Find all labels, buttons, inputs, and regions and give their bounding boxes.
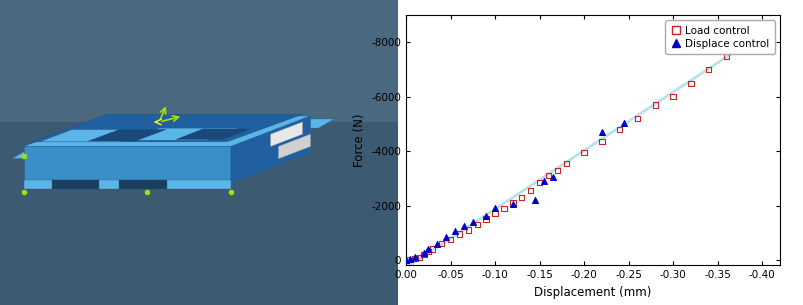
Point	[461, 228, 474, 232]
Point	[466, 219, 479, 224]
Point	[417, 251, 430, 256]
Point	[417, 252, 430, 257]
Point	[719, 54, 732, 59]
Point	[443, 237, 456, 242]
Point	[471, 222, 483, 227]
Polygon shape	[12, 149, 88, 159]
Point	[528, 198, 541, 203]
Point	[413, 255, 426, 260]
Point	[439, 234, 452, 239]
Point	[404, 256, 417, 261]
Point	[595, 139, 608, 144]
Point	[399, 257, 412, 262]
Legend: Load control, Displace control: Load control, Displace control	[665, 20, 774, 54]
Point	[408, 256, 421, 261]
Polygon shape	[24, 180, 230, 189]
Polygon shape	[119, 180, 167, 189]
Point	[550, 168, 563, 173]
Point	[577, 150, 589, 155]
Polygon shape	[32, 114, 302, 142]
Point	[422, 247, 434, 252]
Point	[715, 43, 728, 48]
Point	[537, 179, 550, 184]
Polygon shape	[175, 129, 251, 140]
Point	[595, 130, 608, 135]
FancyBboxPatch shape	[0, 0, 397, 305]
Point	[430, 241, 443, 246]
Point	[426, 247, 438, 252]
X-axis label: Displacement (mm): Displacement (mm)	[534, 286, 650, 299]
Point	[532, 180, 545, 185]
Point	[559, 161, 572, 166]
Point	[541, 173, 554, 178]
Point	[630, 116, 643, 121]
Polygon shape	[24, 116, 310, 146]
Polygon shape	[127, 128, 238, 140]
Point	[448, 229, 461, 234]
Point	[617, 120, 630, 125]
Polygon shape	[24, 116, 310, 146]
Point	[408, 255, 421, 260]
Point	[479, 214, 492, 219]
Point	[506, 202, 519, 206]
Polygon shape	[278, 134, 310, 159]
Point	[701, 67, 714, 72]
Point	[613, 127, 626, 132]
Point	[457, 224, 470, 228]
Point	[479, 217, 492, 221]
Y-axis label: Force (N): Force (N)	[353, 113, 365, 167]
Point	[399, 257, 412, 262]
Point	[546, 174, 559, 179]
Point	[452, 232, 465, 237]
Polygon shape	[230, 116, 310, 183]
Polygon shape	[271, 122, 302, 146]
Point	[732, 36, 745, 41]
Point	[524, 188, 536, 193]
FancyBboxPatch shape	[0, 0, 397, 122]
Point	[515, 195, 528, 200]
Point	[666, 94, 679, 99]
Point	[434, 241, 447, 246]
Point	[683, 81, 696, 86]
Point	[732, 37, 745, 42]
Point	[488, 211, 501, 216]
Point	[488, 206, 501, 211]
Polygon shape	[247, 119, 334, 128]
Point	[422, 249, 434, 254]
Polygon shape	[51, 180, 100, 189]
Polygon shape	[40, 130, 151, 142]
Polygon shape	[24, 146, 230, 183]
Polygon shape	[88, 129, 167, 141]
Point	[497, 206, 510, 211]
Point	[648, 102, 661, 107]
Point	[506, 200, 519, 205]
